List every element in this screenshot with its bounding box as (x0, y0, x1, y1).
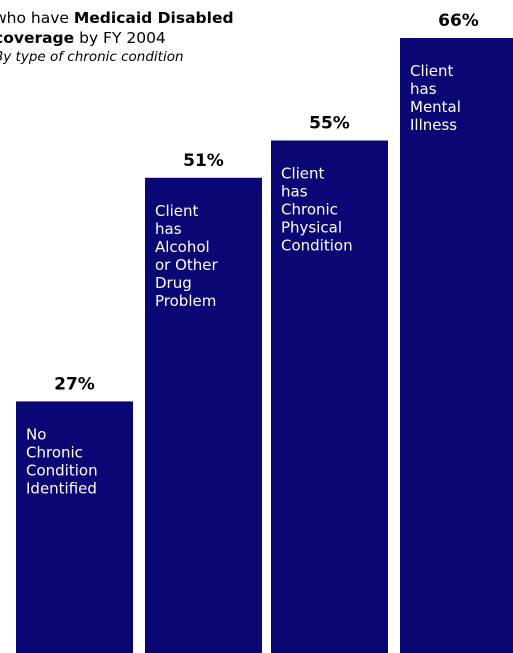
chart-title-text-1: who have (0, 9, 74, 27)
category-label-4: Client has Mental Illness (410, 62, 461, 134)
bar-3 (271, 140, 388, 653)
bar-4 (400, 38, 513, 653)
value-label-4: 66% (438, 11, 479, 31)
value-label-2: 51% (183, 151, 224, 171)
bar-2 (145, 177, 262, 653)
chart-title-bold-2: coverage (0, 29, 75, 47)
chart-title-line-2: coverage by FY 2004 (0, 28, 334, 48)
value-label-1: 27% (54, 374, 95, 394)
category-label-3: Client has Chronic Physical Condition (281, 165, 353, 255)
chart-subtitle: By type of chronic condition (0, 49, 184, 65)
category-label-1: No Chronic Condition Identified (26, 425, 98, 497)
bar-1 (16, 401, 133, 653)
chart-title-text-2: by FY 2004 (74, 29, 166, 47)
chart-title-block: who have Medicaid Disabled coverage by F… (0, 8, 334, 66)
value-label-3: 55% (309, 114, 350, 134)
category-label-2: Client has Alcohol or Other Drug Problem (155, 202, 219, 310)
chart-title-bold-1: Medicaid Disabled (73, 9, 234, 27)
chart-title-line-1: who have Medicaid Disabled (0, 8, 334, 28)
